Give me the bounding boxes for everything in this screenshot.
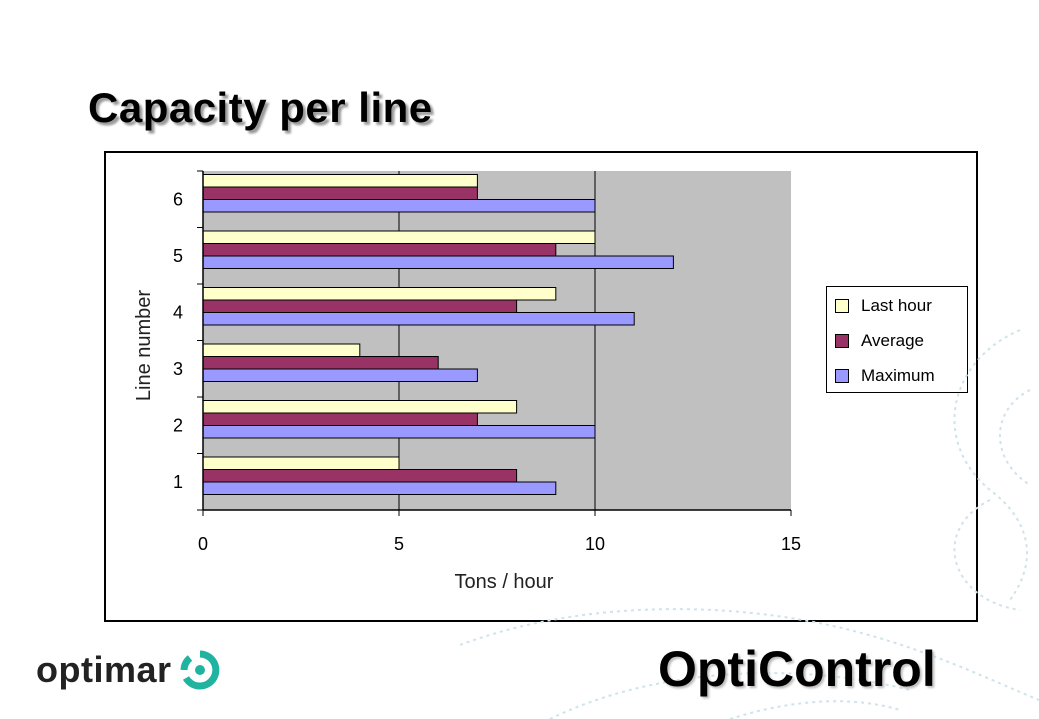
bar-maximum-line-5 bbox=[202, 255, 674, 269]
bar-last-hour-line-3 bbox=[202, 343, 361, 357]
chart-frame: 1 2 3 4 5 6 0 5 10 15 Tons / hour Line number Last … bbox=[104, 151, 978, 622]
x-tick-label-10: 10 bbox=[585, 534, 605, 554]
legend-label: Maximum bbox=[861, 366, 935, 385]
plot-area bbox=[203, 171, 791, 510]
x-tick-label-5: 5 bbox=[394, 534, 404, 554]
bar-last-hour-line-5 bbox=[202, 230, 596, 244]
bar-average-line-5 bbox=[202, 243, 557, 257]
legend-item-last-hour: Last hour bbox=[835, 296, 932, 316]
brand-wordmark: optimar bbox=[36, 649, 172, 690]
background-wave-decoration bbox=[459, 329, 1039, 719]
brand-emblem-icon bbox=[180, 650, 219, 690]
bar-last-hour-line-1 bbox=[202, 456, 400, 470]
legend-label: Last hour bbox=[861, 296, 932, 315]
legend-item-average: Average bbox=[835, 331, 924, 351]
x-tick-label-0: 0 bbox=[198, 534, 208, 554]
y-tick-label-5: 5 bbox=[173, 246, 183, 266]
page-title: Capacity per line bbox=[88, 84, 433, 131]
y-tick-label-2: 2 bbox=[173, 415, 183, 435]
x-axis-title: Tons / hour bbox=[455, 571, 554, 593]
y-tick-label-6: 6 bbox=[173, 189, 183, 209]
x-tick-label-15: 15 bbox=[781, 534, 801, 554]
bar-last-hour-line-6 bbox=[202, 174, 478, 188]
y-tick-label-3: 3 bbox=[173, 359, 183, 379]
brand-logo: optimar bbox=[36, 648, 222, 692]
product-name: OptiControl bbox=[658, 641, 936, 697]
legend-swatch bbox=[835, 369, 849, 383]
legend-item-maximum: Maximum bbox=[835, 366, 935, 386]
y-axis-title: Line number bbox=[133, 290, 155, 402]
y-tick-label-1: 1 bbox=[173, 472, 183, 492]
bar-average-line-6 bbox=[202, 186, 478, 200]
chart-legend: Last hour Average Maximum bbox=[826, 286, 968, 393]
bar-last-hour-line-4 bbox=[202, 287, 557, 301]
legend-swatch bbox=[835, 299, 849, 313]
legend-label: Average bbox=[861, 331, 925, 350]
legend-swatch bbox=[835, 334, 849, 348]
bar-average-line-3 bbox=[202, 356, 439, 370]
bar-chart: 1 2 3 4 5 6 0 5 10 15 Tons / hour Line number bbox=[133, 170, 801, 593]
y-tick-label-4: 4 bbox=[173, 302, 183, 322]
bar-maximum-line-6 bbox=[202, 199, 596, 213]
